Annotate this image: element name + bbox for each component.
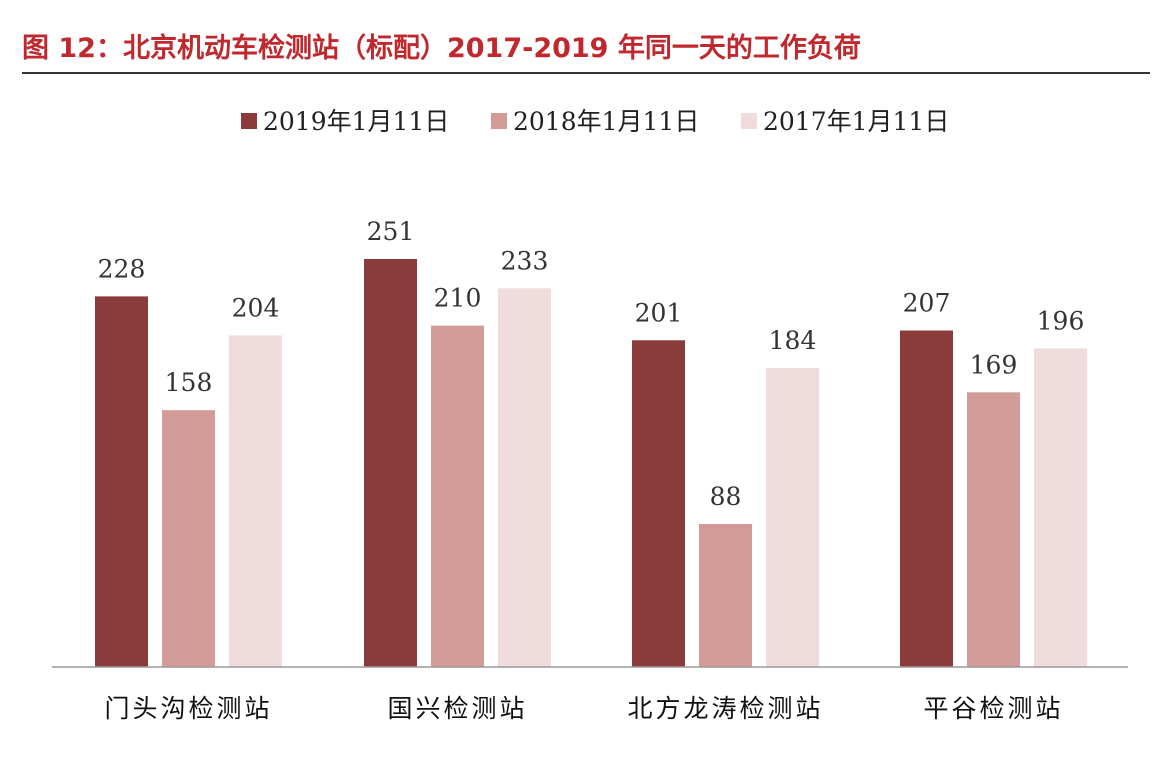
category-label-0: 门头沟检测站: [104, 694, 272, 723]
chart-legend: 2019年1月11日 2018年1月11日 2017年1月11日: [241, 107, 949, 136]
value-label-0-2: 204: [232, 293, 280, 322]
value-label-1-0: 251: [367, 217, 415, 246]
bar-group: [95, 259, 1087, 667]
value-label-2-2: 184: [769, 326, 817, 355]
bar-0-0: [95, 296, 148, 667]
bar-3-2: [1034, 348, 1087, 667]
value-label-0-0: 228: [98, 254, 146, 283]
legend-swatch-2: [741, 113, 757, 129]
value-label-2-1: 88: [710, 482, 742, 511]
value-label-3-0: 207: [903, 289, 951, 318]
bar-1-1: [431, 325, 484, 667]
value-label-3-2: 196: [1037, 306, 1085, 335]
category-labels: 门头沟检测站 国兴检测站 北方龙涛检测站 平谷检测站: [104, 694, 1063, 723]
bar-2-1: [699, 523, 752, 667]
bar-0-1: [162, 410, 215, 667]
legend-label-1: 2018年1月11日: [513, 107, 699, 136]
value-label-0-1: 158: [165, 368, 213, 397]
legend-swatch-0: [241, 113, 257, 129]
value-label-3-1: 169: [970, 350, 1018, 379]
bar-3-0: [900, 330, 953, 667]
bar-1-2: [498, 288, 551, 667]
category-label-2: 北方龙涛检测站: [627, 694, 823, 723]
legend-label-2: 2017年1月11日: [763, 107, 949, 136]
title-rule: [22, 72, 1150, 74]
category-label-3: 平谷检测站: [923, 694, 1063, 723]
legend-swatch-1: [491, 113, 507, 129]
value-label-1-1: 210: [434, 284, 482, 313]
bar-2-0: [632, 340, 685, 667]
bar-3-1: [967, 392, 1020, 667]
category-label-1: 国兴检测站: [387, 694, 527, 723]
bar-0-2: [229, 335, 282, 667]
legend-label-0: 2019年1月11日: [263, 107, 449, 136]
bar-2-2: [766, 367, 819, 667]
bar-1-0: [364, 259, 417, 667]
value-label-1-2: 233: [501, 246, 549, 275]
figure-title: 图 12：北京机动车检测站（标配）2017-2019 年同一天的工作负荷: [22, 33, 861, 64]
value-labels: 228 158 204 251 210 233 201 88 184 207 169 196: [98, 217, 1085, 511]
value-label-2-0: 201: [635, 298, 683, 327]
